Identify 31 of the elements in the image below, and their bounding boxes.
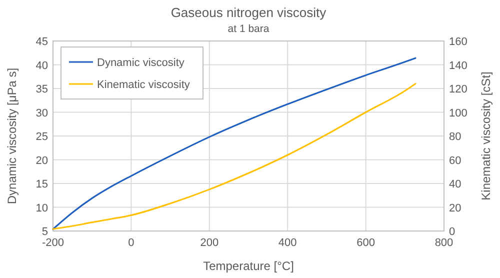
y-tick-label: 20 xyxy=(36,154,48,167)
y2-tick-label: 160 xyxy=(449,36,468,48)
y2-tick-label: 0 xyxy=(449,226,456,238)
y2-tick-label: 20 xyxy=(449,202,462,214)
y-tick-label: 30 xyxy=(36,107,48,120)
y2-tick-label: 120 xyxy=(449,84,468,96)
x-tick-label: 0 xyxy=(128,237,134,249)
x-tick-label: -200 xyxy=(42,237,64,249)
y-tick-label: 45 xyxy=(36,36,48,48)
y-tick-label: 5 xyxy=(42,226,48,238)
y2-tick-label: 140 xyxy=(449,60,468,72)
x-axis-title: Temperature [°C] xyxy=(203,259,294,273)
y2-tick-label: 80 xyxy=(449,131,462,143)
y-axis-title: Dynamic viscosity [μPa s] xyxy=(5,68,19,204)
y2-tick-label: 100 xyxy=(449,107,468,120)
y2-tick-label: 40 xyxy=(449,178,462,190)
y-tick-label: 35 xyxy=(36,84,48,96)
y-tick-label: 40 xyxy=(36,60,48,72)
x-tick-label: 400 xyxy=(278,237,297,249)
chart-title: Gaseous nitrogen viscosity xyxy=(170,5,327,20)
y2-tick-label: 60 xyxy=(449,154,462,167)
legend-label: Kinematic viscosity xyxy=(97,79,190,91)
chart-subtitle: at 1 bara xyxy=(228,23,270,35)
x-tick-label: 800 xyxy=(434,237,454,249)
x-tick-label: 600 xyxy=(356,237,375,249)
x-tick-label: 200 xyxy=(200,237,219,249)
y2-axis-title: Kinematic viscosity [cSt] xyxy=(479,72,493,200)
y-tick-label: 10 xyxy=(36,202,48,214)
y-tick-label: 15 xyxy=(36,178,48,190)
legend-label: Dynamic viscosity xyxy=(97,57,185,69)
y-tick-label: 25 xyxy=(36,131,48,143)
